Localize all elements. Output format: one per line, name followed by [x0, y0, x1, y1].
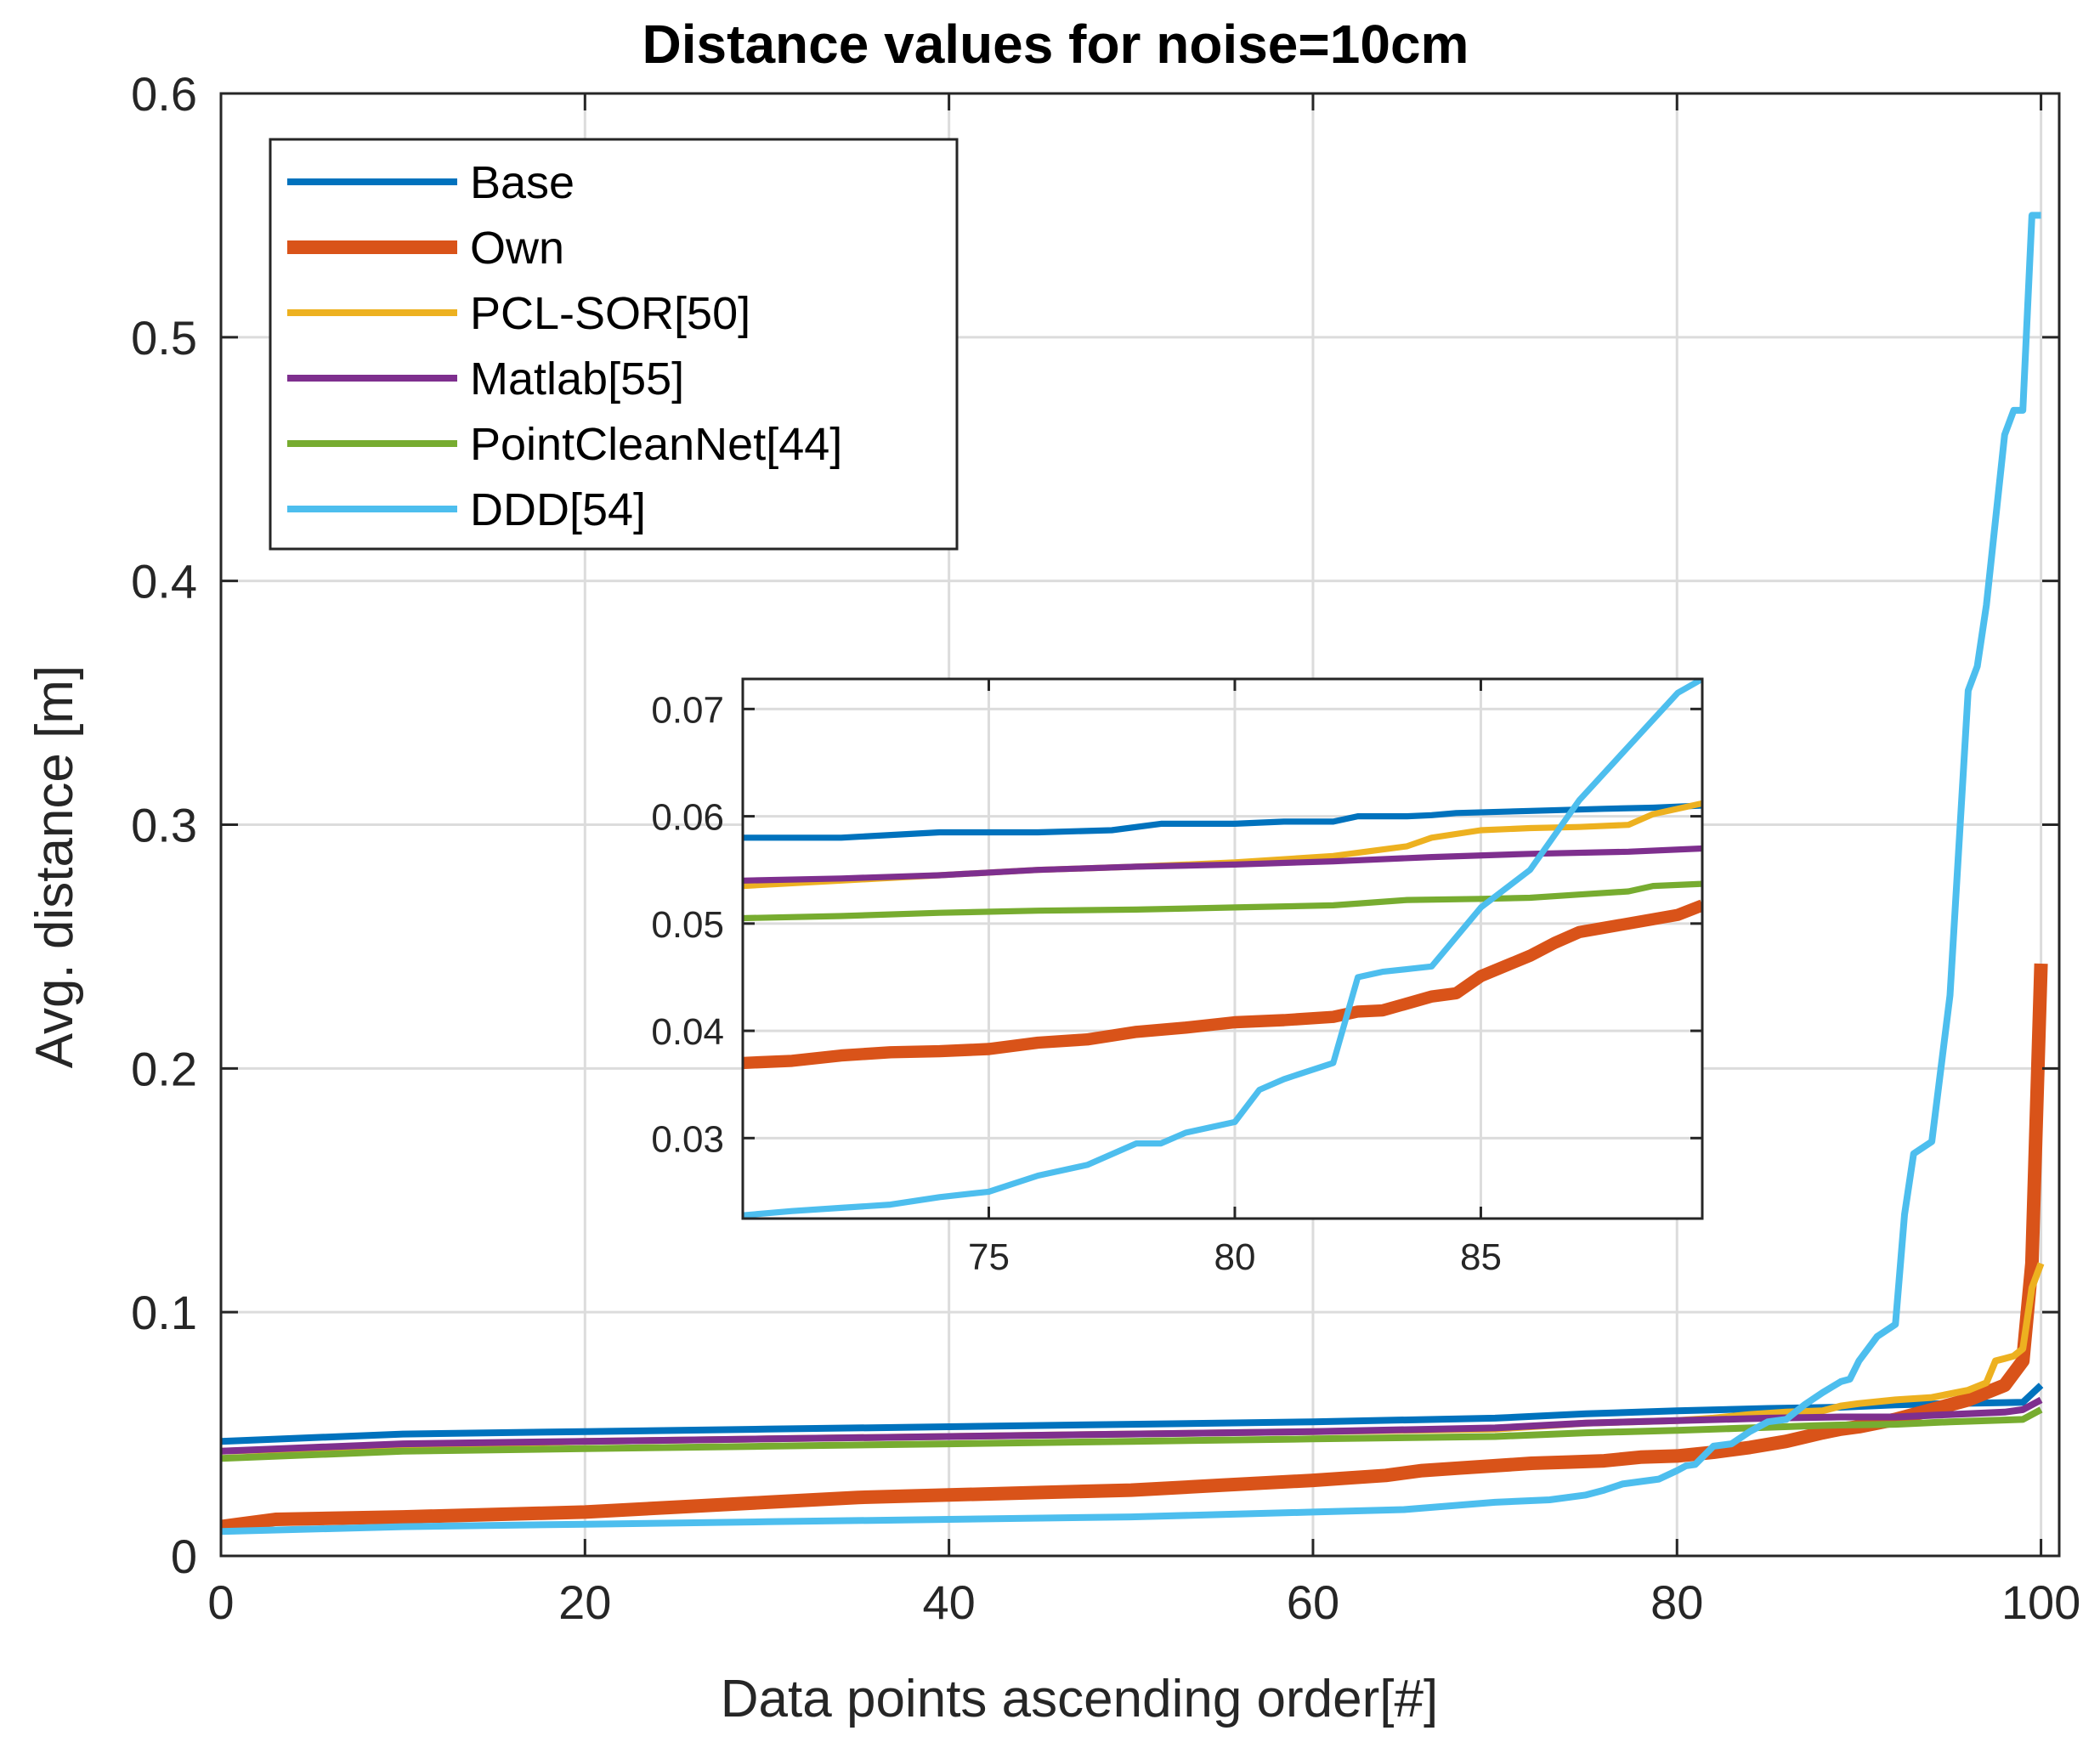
main-y-tick-label: 0.4	[131, 555, 197, 608]
inset-series-matlab-55	[743, 845, 1702, 884]
inset-x-tick-label: 80	[1214, 1236, 1255, 1278]
legend-label-pointcleannet-44: PointCleanNet[44]	[470, 419, 842, 470]
legend-items: Base Own PCL-SOR[50] Matlab[55] PointCleanNe…	[287, 157, 842, 535]
inset-x-tick-label: 75	[968, 1236, 1010, 1278]
main-series-base	[221, 1383, 2044, 1445]
main-x-tick-label: 60	[1287, 1575, 1339, 1629]
inset-y-tick-label: 0.06	[651, 797, 724, 839]
main-series-pointcleannet-44	[221, 1406, 2043, 1462]
inset-series-base	[743, 802, 1702, 841]
main-x-tick-label: 80	[1650, 1575, 1703, 1629]
inset-x-tick-label: 85	[1460, 1236, 1502, 1278]
legend-label-pcl-sor-50: PCL-SOR[50]	[470, 288, 750, 339]
inset-y-tick-label: 0.03	[651, 1118, 724, 1160]
main-x-tick-label: 0	[207, 1575, 234, 1629]
main-x-tick-label: 40	[922, 1575, 975, 1629]
legend-label-matlab-55: Matlab[55]	[470, 353, 684, 404]
inset-series-pointcleannet-44	[743, 880, 1702, 922]
inset-grid	[743, 679, 1702, 1219]
main-x-tick-label: 20	[558, 1575, 611, 1629]
inset-tick-labels: 75 80 85 0.03 0.04 0.05 0.06 0.07	[651, 689, 1502, 1278]
inset-series-ddd-54	[743, 679, 1702, 1219]
x-axis-label: Data points ascending order[#]	[721, 1670, 1438, 1728]
inset-ticks	[743, 679, 1702, 1219]
legend-label-base: Base	[470, 157, 575, 208]
main-y-tick-label: 0.6	[131, 67, 197, 121]
main-series-group	[221, 212, 2048, 1536]
inset-plot-frame	[741, 677, 1704, 1220]
inset-y-tick-label: 0.07	[651, 689, 724, 731]
legend-box	[269, 138, 959, 551]
main-y-tick-label: 0.5	[131, 311, 197, 365]
main-tick-labels: 0 20 40 60 80 100 0 0.1 0.2 0.3 0.4 0.5 0.6	[131, 67, 2080, 1629]
legend: Base Own PCL-SOR[50] Matlab[55] PointCleanNe…	[269, 138, 959, 551]
main-y-tick-label: 0	[171, 1530, 197, 1583]
inset-axes: 75 80 85 0.03 0.04 0.05 0.06 0.07	[651, 677, 1704, 1278]
y-axis-label: Avg. distance [m]	[25, 665, 84, 1068]
chart-title: Distance values for noise=10cm	[642, 14, 1469, 75]
inset-series-own	[743, 899, 1702, 1070]
main-y-tick-label: 0.2	[131, 1042, 197, 1095]
legend-label-own: Own	[470, 223, 564, 274]
inset-y-tick-label: 0.05	[651, 904, 724, 946]
main-series-ddd-54	[221, 212, 2041, 1536]
main-y-tick-label: 0.3	[131, 799, 197, 852]
main-series-matlab-55	[221, 1396, 2043, 1455]
main-ticks	[219, 92, 2059, 1558]
inset-series-group	[743, 679, 1702, 1219]
main-x-tick-label: 100	[2001, 1575, 2080, 1629]
inset-y-tick-label: 0.04	[651, 1011, 724, 1053]
legend-label-ddd-54: DDD[54]	[470, 484, 646, 535]
main-y-tick-label: 0.1	[131, 1286, 197, 1339]
